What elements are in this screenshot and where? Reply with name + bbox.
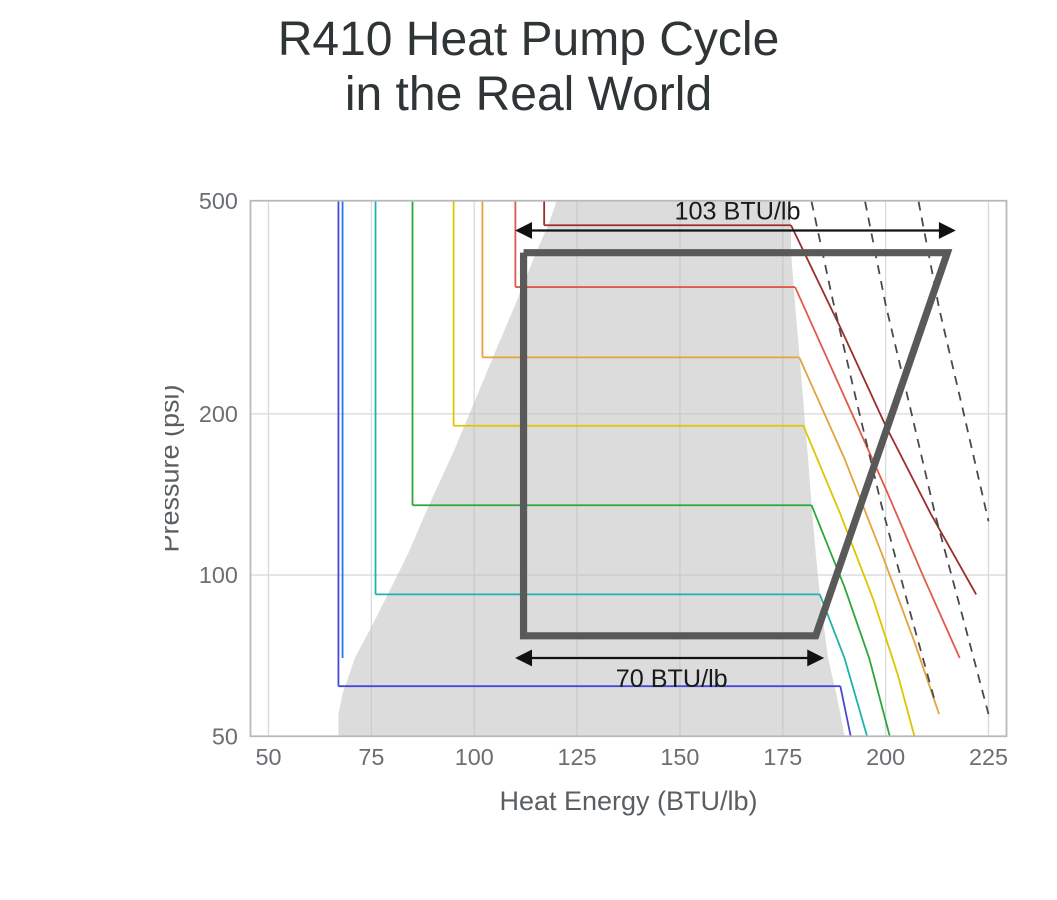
annotation-label-bottom: 70 BTU/lb bbox=[616, 665, 728, 693]
x-tick-label: 150 bbox=[660, 744, 699, 770]
x-tick-label: 200 bbox=[866, 744, 905, 770]
x-axis-label: Heat Energy (BTU/lb) bbox=[499, 786, 757, 816]
title-line-2: in the Real World bbox=[345, 68, 712, 121]
x-tick-label: 175 bbox=[763, 744, 802, 770]
x-tick-label: 225 bbox=[969, 744, 1008, 770]
ph-chart: 103 BTU/lb 70 BTU/lb 50 75 100 125 150 175 200 22… bbox=[165, 165, 1057, 880]
x-tick-label: 75 bbox=[358, 744, 384, 770]
title-line-1: R410 Heat Pump Cycle bbox=[278, 13, 780, 66]
y-axis-label: Pressure (psi) bbox=[165, 384, 185, 552]
x-tick-label: 125 bbox=[558, 744, 597, 770]
y-tick-label: 500 bbox=[199, 188, 238, 214]
y-tick-label: 50 bbox=[212, 723, 238, 749]
y-tick-label: 100 bbox=[199, 562, 238, 588]
x-tick-label: 50 bbox=[255, 744, 281, 770]
chart-title: R410 Heat Pump Cycle in the Real World bbox=[0, 12, 1057, 122]
annotation-label-top: 103 BTU/lb bbox=[675, 198, 801, 226]
x-tick-label: 100 bbox=[455, 744, 494, 770]
y-tick-label: 200 bbox=[199, 401, 238, 427]
